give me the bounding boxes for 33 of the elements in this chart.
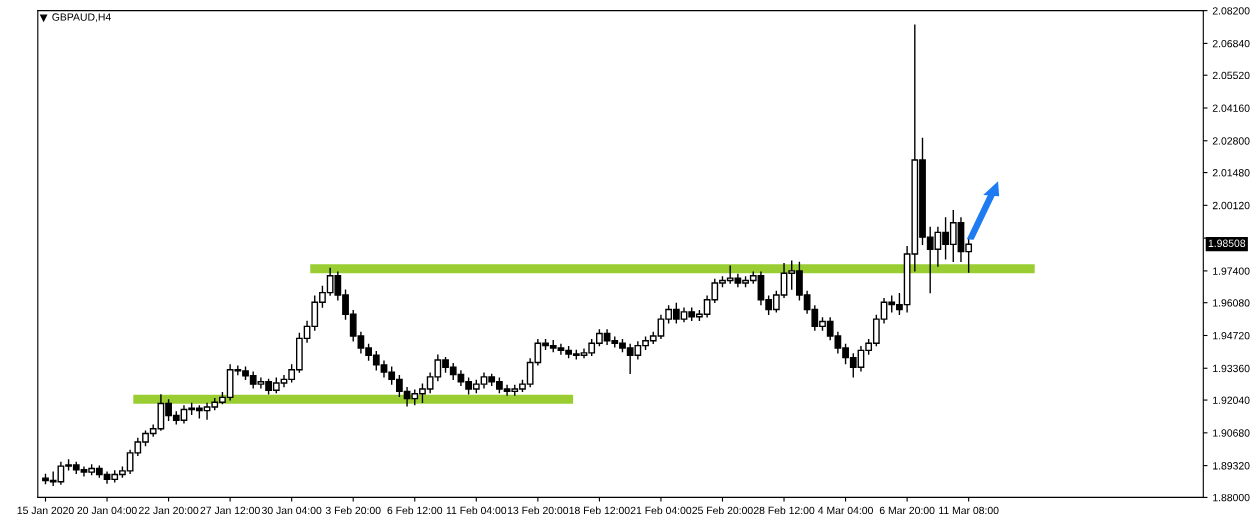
x-tick-label: 18 Feb 12:00 <box>569 506 630 515</box>
y-tick-label: 2.00120 <box>1212 201 1250 210</box>
y-tick-label: 1.88000 <box>1213 493 1250 502</box>
x-tick-label: 27 Jan 12:00 <box>200 506 260 515</box>
chart-title: GBPAUD,H4 <box>52 13 111 22</box>
x-tick-label: 11 Feb 04:00 <box>446 506 507 515</box>
y-tick-label: 2.08200 <box>1212 7 1250 15</box>
y-tick-label: 2.01480 <box>1212 169 1250 177</box>
text: 1.98508 <box>1208 239 1246 247</box>
x-tick-label: 4 Mar 04:00 <box>818 506 873 515</box>
x-tick-label: 28 Feb 12:00 <box>753 506 815 515</box>
x-tick-label: 20 Jan 04:00 <box>77 506 137 515</box>
y-tick-label: 2.05520 <box>1212 71 1250 80</box>
x-tick-label: 30 Jan 04:00 <box>261 506 322 515</box>
y-tick-label: 1.96080 <box>1213 299 1250 307</box>
y-tick-label: 2.06840 <box>1212 39 1250 48</box>
x-tick-label: 13 Feb 20:00 <box>507 506 569 515</box>
y-tick-label: 1.93360 <box>1213 364 1250 373</box>
x-tick-label: 25 Feb 20:00 <box>692 506 753 515</box>
y-tick-label: 1.89320 <box>1213 462 1250 470</box>
x-tick-label: 11 Mar 08:00 <box>939 506 999 515</box>
x-tick-label: 15 Jan 2020 <box>17 506 74 515</box>
y-tick-label: 2.02800 <box>1212 137 1250 145</box>
x-tick-label: 22 Jan 20:00 <box>138 506 199 515</box>
y-tick-label: 2.04160 <box>1212 104 1250 112</box>
x-tick-label: 6 Feb 12:00 <box>387 506 443 515</box>
x-tick-label: 6 Mar 20:00 <box>879 506 935 515</box>
y-tick-label: 1.92040 <box>1213 396 1250 404</box>
y-tick-label: 1.94720 <box>1213 331 1250 340</box>
x-tick-label: 21 Feb 04:00 <box>630 506 692 515</box>
y-tick-label: 1.97400 <box>1213 267 1250 275</box>
x-tick-label: 3 Feb 20:00 <box>325 506 381 515</box>
y-tick-label: 1.90680 <box>1213 429 1250 437</box>
